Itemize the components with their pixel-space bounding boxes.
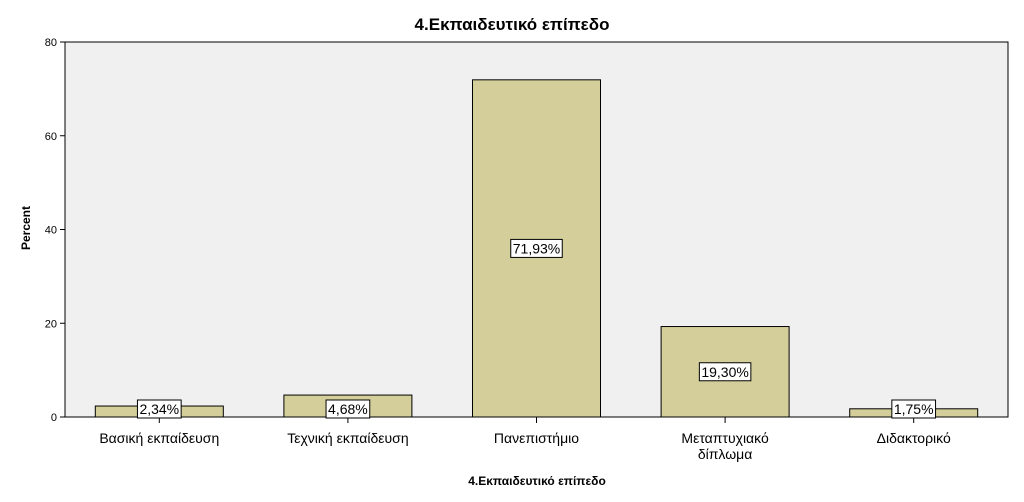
data-labels: 2,34% 4,68% 71,93% 19,30% 1,75% <box>136 238 937 419</box>
data-label: 71,93% <box>510 238 563 258</box>
x-tick-label: Βασική εκπαίδευση <box>99 430 219 446</box>
svg-text:4,68%: 4,68% <box>328 401 368 417</box>
x-tick-label: Τεχνική εκπαίδευση <box>287 430 408 446</box>
y-tick-label: 60 <box>45 131 57 143</box>
svg-text:1,75%: 1,75% <box>894 401 934 417</box>
y-axis-title: Percent <box>19 206 33 250</box>
x-tick-label: Μεταπτυχιακό δίπλωμα <box>681 430 769 462</box>
y-tick-label: 0 <box>51 412 57 424</box>
data-label: 1,75% <box>891 399 937 419</box>
x-axis-title: 4.Εκπαιδευτικό επίπεδο <box>468 474 606 488</box>
data-label: 19,30% <box>698 362 752 382</box>
svg-text:2,34%: 2,34% <box>139 401 179 417</box>
y-tick-label: 80 <box>45 37 57 49</box>
svg-text:19,30%: 19,30% <box>701 364 748 380</box>
y-tick-label: 20 <box>45 318 57 330</box>
data-label: 4,68% <box>325 399 371 419</box>
data-label: 2,34% <box>136 399 182 419</box>
svg-text:71,93%: 71,93% <box>513 240 560 256</box>
x-tick-label: Πανεπιστήμιο <box>494 430 579 446</box>
y-tick-label: 40 <box>45 225 57 237</box>
x-axis: Βασική εκπαίδευση Τεχνική εκπαίδευση Πανεπ… <box>99 417 951 462</box>
chart-title: 4.Εκπαιδευτικό επίπεδο <box>415 15 610 34</box>
x-tick-label: Διδακτορικό <box>877 430 951 446</box>
y-axis: 0 20 40 60 80 <box>45 37 65 424</box>
